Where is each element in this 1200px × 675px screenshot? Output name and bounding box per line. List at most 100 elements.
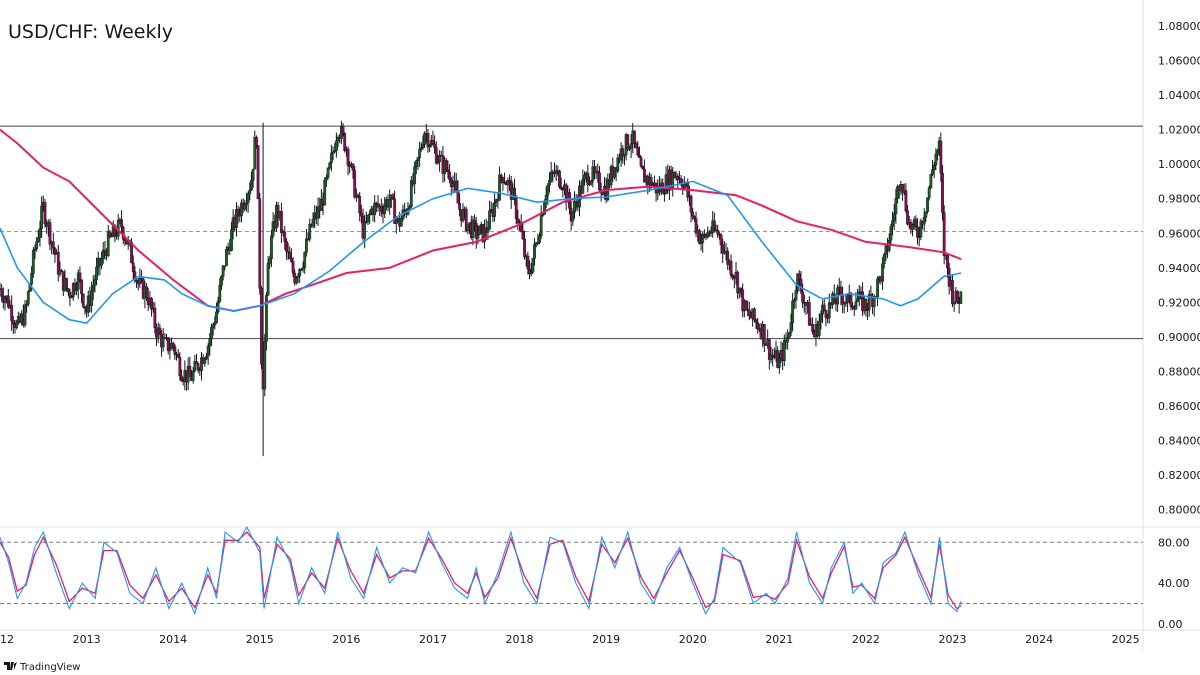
- candle-body: [433, 143, 437, 148]
- tradingview-logo-icon: [4, 662, 17, 670]
- osc-k-line: [0, 525, 962, 616]
- candle-body: [296, 275, 300, 279]
- candle-body: [80, 279, 83, 295]
- candle-body: [51, 241, 55, 249]
- candle-body: [265, 295, 268, 342]
- candle-body: [394, 219, 398, 224]
- candle-body: [478, 225, 481, 235]
- candle: [35, 237, 39, 252]
- candle-body: [206, 345, 210, 357]
- candle-body: [589, 180, 593, 184]
- candle-body: [929, 174, 933, 189]
- price-tick-label: 0.90000: [1158, 331, 1200, 344]
- candle: [23, 300, 27, 328]
- candle-body: [120, 219, 123, 228]
- candle: [51, 232, 55, 255]
- candle-body: [236, 209, 240, 216]
- candle-body: [911, 224, 914, 230]
- candle: [218, 278, 222, 304]
- candle-body: [822, 304, 826, 311]
- candle: [464, 206, 468, 233]
- candle-body: [626, 134, 630, 150]
- candle-body: [418, 148, 422, 158]
- candle-body: [223, 265, 227, 267]
- candle: [621, 145, 625, 164]
- candle-body: [782, 340, 786, 361]
- candle-body: [549, 171, 553, 181]
- candle: [777, 352, 781, 374]
- candle-body: [250, 180, 253, 191]
- candle-body: [26, 291, 30, 305]
- candle-body: [243, 204, 247, 210]
- candle: [493, 193, 496, 222]
- candle-body: [956, 290, 959, 303]
- candle-body: [736, 271, 740, 294]
- candle-body: [692, 215, 696, 219]
- candle-body: [66, 288, 70, 293]
- candle-body: [253, 137, 257, 170]
- candle: [581, 169, 585, 195]
- candle-body: [807, 302, 811, 326]
- candle: [251, 168, 255, 188]
- candle: [697, 228, 701, 245]
- candle: [221, 265, 225, 281]
- candle-body: [426, 133, 430, 148]
- candle-body: [529, 271, 533, 275]
- horizontal-levels[interactable]: [0, 125, 1143, 340]
- candle-body: [213, 322, 217, 326]
- candle: [409, 175, 413, 209]
- candle: [633, 130, 636, 149]
- brand-label: TradingView: [19, 662, 80, 673]
- candle: [203, 357, 207, 367]
- osc-tick-label: 40.00: [1158, 577, 1190, 590]
- candle-body: [771, 354, 775, 357]
- time-tick-label: 2020: [679, 633, 707, 646]
- price-tick-label: 0.82000: [1158, 469, 1200, 482]
- tradingview-logo[interactable]: TradingView: [4, 662, 80, 673]
- candle-body: [150, 298, 153, 310]
- candle-body: [414, 160, 418, 167]
- candle-body: [726, 250, 730, 265]
- candle: [161, 328, 165, 352]
- candle: [133, 265, 137, 284]
- candle-body: [0, 288, 4, 297]
- candle: [255, 135, 258, 149]
- candle-body: [446, 169, 450, 173]
- candle-body: [942, 212, 946, 257]
- candle-body: [36, 237, 40, 242]
- ma-fast-line: [0, 180, 962, 324]
- time-axis[interactable]: 2012 2013 2014 2015 2016 2017 2018 2019 2020 2021…: [0, 633, 1140, 646]
- price-axis[interactable]: 1.08000 1.06000 1.04000 1.02000 1.00000 0.980…: [1158, 20, 1200, 517]
- candle-body: [596, 171, 600, 173]
- candle-body: [729, 260, 733, 276]
- candle: [782, 334, 786, 367]
- candle-body: [30, 273, 34, 285]
- candle-body: [358, 196, 362, 214]
- candle-body: [23, 304, 27, 326]
- candle-body: [931, 169, 934, 175]
- candle-body: [65, 278, 69, 289]
- candle: [283, 226, 287, 250]
- candle-body: [208, 338, 212, 347]
- candle-body: [799, 278, 803, 292]
- candle: [248, 182, 252, 201]
- time-tick-label: 2024: [1025, 633, 1053, 646]
- candle-body: [629, 143, 633, 149]
- price-tick-label: 1.06000: [1158, 54, 1200, 67]
- candle-body: [225, 249, 228, 266]
- candle: [533, 238, 536, 266]
- candle-body: [854, 301, 858, 310]
- candle-body: [498, 174, 501, 201]
- time-tick-label: 2022: [852, 633, 880, 646]
- oscillator-axis[interactable]: 80.00 40.00 0.00: [1158, 536, 1190, 631]
- candle-body: [541, 213, 545, 216]
- candle-body: [431, 140, 435, 145]
- candle-body: [827, 302, 831, 318]
- candle-body: [914, 219, 918, 227]
- candle-body: [864, 298, 868, 310]
- candle-body: [288, 252, 292, 259]
- candle: [353, 165, 357, 199]
- candle-body: [739, 287, 743, 291]
